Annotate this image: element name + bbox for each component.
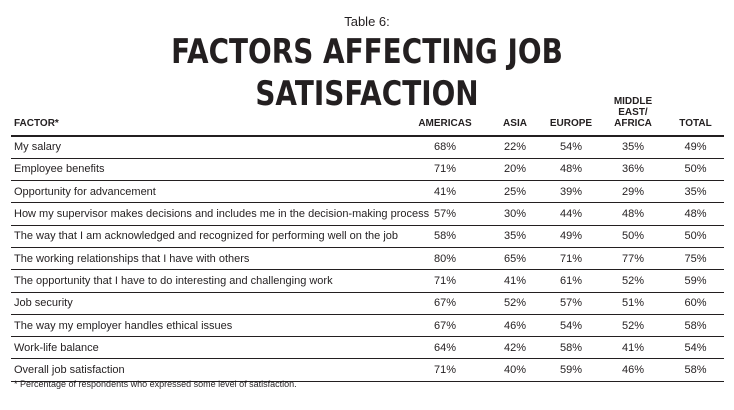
row-factor-label: How my supervisor makes decisions and in…	[11, 202, 429, 226]
row-factor-label: Overall job satisfaction	[11, 358, 403, 382]
table-row: Job security 67% 52% 57% 51% 60%	[11, 292, 724, 315]
cell-middle-east-africa: 46%	[599, 358, 667, 382]
table-row: Work-life balance 64% 42% 58% 41% 54%	[11, 336, 724, 360]
table-row: The opportunity that I have to do intere…	[11, 269, 724, 293]
cell-total: 58%	[667, 314, 724, 338]
table-row: The way that I am acknowledged and recog…	[11, 225, 724, 248]
page-title: FACTORS AFFECTING JOB SATISFACTION	[171, 32, 563, 114]
cell-total: 54%	[667, 336, 724, 360]
row-factor-label: Employee benefits	[11, 158, 403, 182]
cell-middle-east-africa: 50%	[599, 225, 667, 248]
column-header-factor: FACTOR*	[11, 96, 403, 137]
cell-asia: 52%	[487, 292, 543, 315]
column-header-total: TOTAL	[667, 96, 724, 137]
cell-americas: 58%	[403, 225, 487, 248]
cell-americas: 80%	[403, 247, 487, 271]
cell-asia: 46%	[487, 314, 543, 338]
row-factor-label: The working relationships that I have wi…	[11, 247, 403, 271]
cell-middle-east-africa: 35%	[599, 136, 667, 159]
cell-americas: 67%	[403, 292, 487, 315]
cell-total: 59%	[667, 269, 724, 293]
column-header-mea-line1: MIDDLE EAST/	[613, 96, 653, 118]
cell-europe: 54%	[543, 136, 599, 159]
cell-europe: 58%	[543, 336, 599, 360]
cell-middle-east-africa: 29%	[599, 180, 667, 204]
cell-europe: 48%	[543, 158, 599, 182]
table-body: My salary 68% 22% 54% 35% 49% Employee benefit…	[11, 136, 724, 382]
cell-middle-east-africa: 36%	[599, 158, 667, 182]
cell-americas: 71%	[403, 158, 487, 182]
cell-asia: 35%	[487, 225, 543, 248]
column-header-mea-line2: AFRICA	[614, 118, 652, 129]
cell-europe: 39%	[543, 180, 599, 204]
cell-asia: 25%	[487, 180, 543, 204]
cell-europe: 71%	[543, 247, 599, 271]
cell-europe: 57%	[543, 292, 599, 315]
cell-asia: 40%	[487, 358, 543, 382]
row-factor-label: My salary	[11, 136, 403, 159]
cell-americas: 67%	[403, 314, 487, 338]
cell-middle-east-africa: 41%	[599, 336, 667, 360]
cell-total: 48%	[667, 202, 724, 226]
cell-americas: 57%	[403, 202, 487, 226]
cell-asia: 42%	[487, 336, 543, 360]
table-row: The working relationships that I have wi…	[11, 247, 724, 271]
table-row: My salary 68% 22% 54% 35% 49%	[11, 136, 724, 159]
table-row: Employee benefits 71% 20% 48% 36% 50%	[11, 158, 724, 182]
cell-total: 60%	[667, 292, 724, 315]
cell-asia: 22%	[487, 136, 543, 159]
cell-americas: 71%	[403, 358, 487, 382]
row-factor-label: The way my employer handles ethical issu…	[11, 314, 403, 338]
column-header-americas: AMERICAS	[403, 96, 487, 137]
cell-europe: 59%	[543, 358, 599, 382]
cell-asia: 20%	[487, 158, 543, 182]
table-row: How my supervisor makes decisions and in…	[11, 202, 724, 226]
row-factor-label: The way that I am acknowledged and recog…	[11, 225, 403, 248]
table-header: FACTOR* AMERICAS ASIA EUROPE MIDDLE EAST…	[11, 96, 724, 137]
cell-total: 50%	[667, 158, 724, 182]
cell-europe: 44%	[543, 202, 599, 226]
cell-middle-east-africa: 51%	[599, 292, 667, 315]
column-header-middle-east-africa: MIDDLE EAST/AFRICA	[599, 96, 667, 137]
column-header-asia: ASIA	[487, 96, 543, 137]
table-row: The way my employer handles ethical issu…	[11, 314, 724, 338]
cell-europe: 61%	[543, 269, 599, 293]
cell-total: 58%	[667, 358, 724, 382]
cell-middle-east-africa: 48%	[599, 202, 667, 226]
column-header-europe: EUROPE	[543, 96, 599, 137]
cell-total: 35%	[667, 180, 724, 204]
cell-middle-east-africa: 52%	[599, 314, 667, 338]
footnote: * Percentage of respondents who expresse…	[14, 379, 297, 389]
cell-total: 75%	[667, 247, 724, 271]
cell-europe: 49%	[543, 225, 599, 248]
header-row: FACTOR* AMERICAS ASIA EUROPE MIDDLE EAST…	[11, 96, 724, 137]
row-factor-label: Job security	[11, 292, 403, 315]
cell-americas: 64%	[403, 336, 487, 360]
cell-asia: 41%	[487, 269, 543, 293]
cell-total: 49%	[667, 136, 724, 159]
row-factor-label: Work-life balance	[11, 336, 403, 360]
cell-americas: 41%	[403, 180, 487, 204]
cell-americas: 71%	[403, 269, 487, 293]
cell-asia: 30%	[487, 202, 543, 226]
cell-middle-east-africa: 77%	[599, 247, 667, 271]
cell-middle-east-africa: 52%	[599, 269, 667, 293]
table-row: Overall job satisfaction 71% 40% 59% 46% 58%	[11, 358, 724, 382]
cell-total: 50%	[667, 225, 724, 248]
cell-asia: 65%	[487, 247, 543, 271]
cell-americas: 68%	[403, 136, 487, 159]
row-factor-label: The opportunity that I have to do intere…	[11, 269, 403, 293]
row-factor-label: Opportunity for advancement	[11, 180, 403, 204]
table-caption: Table 6:	[344, 14, 390, 29]
cell-europe: 54%	[543, 314, 599, 338]
satisfaction-table: FACTOR* AMERICAS ASIA EUROPE MIDDLE EAST…	[11, 96, 724, 382]
table-row: Opportunity for advancement 41% 25% 39% 29% 3…	[11, 180, 724, 204]
